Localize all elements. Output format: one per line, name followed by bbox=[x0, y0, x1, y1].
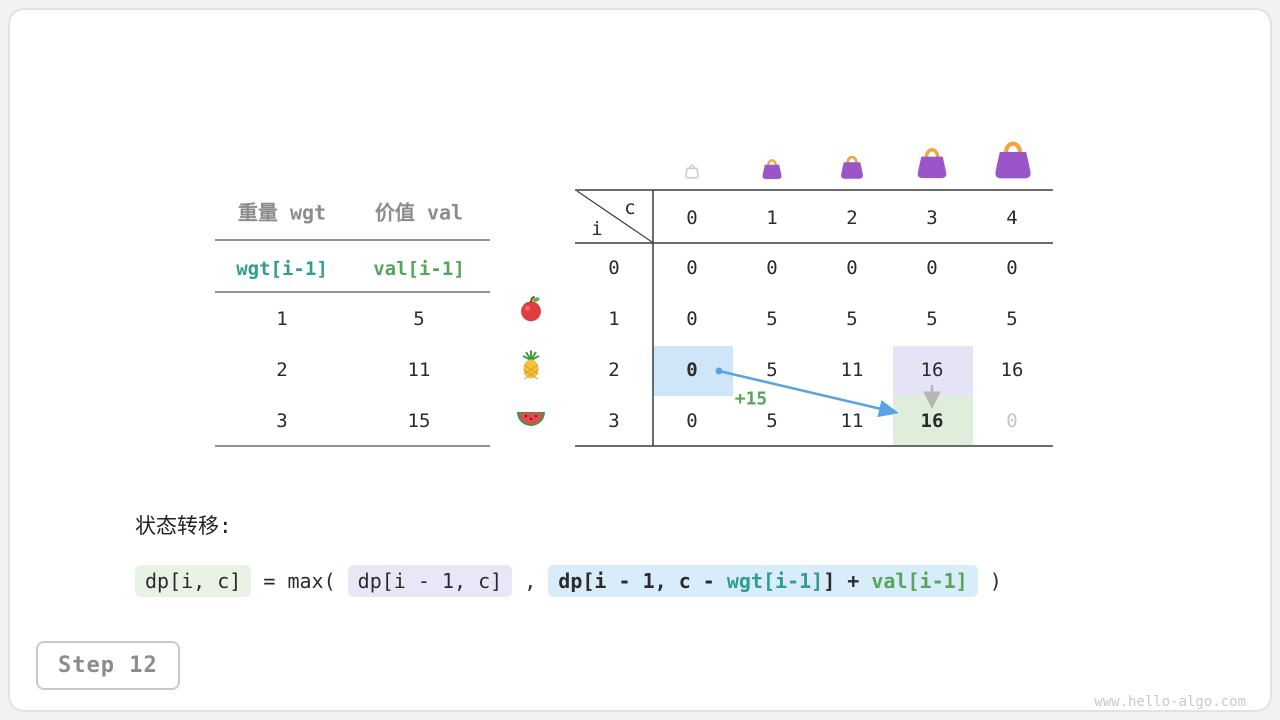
items-formula-val: val[i-1] bbox=[373, 258, 465, 280]
dp-cell: 0 bbox=[926, 257, 938, 279]
dp-col-header: 0 bbox=[686, 207, 698, 229]
item-val-2: 11 bbox=[407, 359, 431, 381]
dp-cell: 0 bbox=[686, 308, 698, 330]
dp-cell: 5 bbox=[926, 308, 938, 330]
dp-cell: 5 bbox=[766, 359, 778, 381]
dp-cell-current: 16 bbox=[920, 410, 944, 432]
dp-cell: 0 bbox=[766, 257, 778, 279]
formula-term-take-val: val[i-1] bbox=[871, 569, 968, 593]
item-val-3: 15 bbox=[407, 410, 431, 432]
dp-cell: 16 bbox=[1000, 359, 1024, 381]
formula-close-paren: ) bbox=[977, 569, 1002, 593]
handbag-icon-c2 bbox=[837, 151, 867, 185]
transition-value-annotation: +15 bbox=[734, 388, 768, 410]
items-header-val: 价值 val bbox=[374, 200, 464, 225]
dp-cell: 0 bbox=[1006, 257, 1018, 279]
formula-term-skip: dp[i - 1, c] bbox=[347, 565, 513, 597]
dp-corner-row-label: i bbox=[591, 218, 603, 240]
formula-term-take-wgt: wgt[i-1] bbox=[726, 569, 824, 593]
formula-equals-max: = max( bbox=[251, 569, 348, 593]
dp-cell-source: 0 bbox=[686, 359, 698, 381]
pineapple-icon bbox=[519, 349, 543, 385]
formula-comma: , bbox=[512, 569, 549, 593]
formula-lhs: dp[i, c] bbox=[135, 565, 252, 597]
items-formula-wgt: wgt[i-1] bbox=[236, 258, 328, 280]
item-wgt-1: 1 bbox=[276, 308, 288, 330]
step-counter: Step 12 bbox=[36, 641, 180, 690]
transition-heading: 状态转移: bbox=[135, 514, 232, 538]
handbag-icon-c3 bbox=[913, 142, 952, 185]
dp-cell: 0 bbox=[846, 257, 858, 279]
formula-term-take-prefix: dp[i - 1, c - bbox=[558, 569, 727, 593]
dp-row-header: 1 bbox=[608, 308, 620, 330]
watermark: www.hello-algo.com bbox=[1094, 694, 1246, 710]
dp-cell: 11 bbox=[840, 410, 864, 432]
dp-cell: 0 bbox=[686, 257, 698, 279]
handbag-icon-c1 bbox=[759, 155, 785, 185]
dp-corner-col-label: c bbox=[624, 197, 636, 219]
transition-formula: dp[i, c] = max( dp[i - 1, c] , dp[i - 1,… bbox=[135, 562, 1002, 600]
dp-col-header: 2 bbox=[846, 207, 858, 229]
dp-col-header: 3 bbox=[926, 207, 938, 229]
dp-cell-carry: 16 bbox=[920, 359, 944, 381]
dp-row-header: 0 bbox=[608, 257, 620, 279]
item-wgt-2: 2 bbox=[276, 359, 288, 381]
formula-term-take: dp[i - 1, c - wgt[i-1]] + val[i-1] bbox=[548, 565, 978, 597]
item-val-1: 5 bbox=[413, 308, 425, 330]
watermelon-icon bbox=[516, 408, 546, 434]
dp-cell-pending: 0 bbox=[1006, 410, 1018, 432]
formula-term-take-mid: ] + bbox=[823, 569, 872, 593]
item-wgt-3: 3 bbox=[276, 410, 288, 432]
dp-cell: 5 bbox=[766, 308, 778, 330]
handbag-icon-c4 bbox=[989, 134, 1037, 186]
dp-cell: 5 bbox=[1006, 308, 1018, 330]
dp-cell: 5 bbox=[766, 410, 778, 432]
dp-row-header: 3 bbox=[608, 410, 620, 432]
figure-card bbox=[8, 8, 1272, 712]
apple-icon bbox=[517, 295, 545, 327]
dp-row-header: 2 bbox=[608, 359, 620, 381]
dp-col-header: 1 bbox=[766, 207, 778, 229]
dp-cell: 5 bbox=[846, 308, 858, 330]
dp-cell: 11 bbox=[840, 359, 864, 381]
items-header-wgt: 重量 wgt bbox=[237, 200, 327, 225]
empty-bag-icon bbox=[684, 162, 701, 183]
dp-cell: 0 bbox=[686, 410, 698, 432]
dp-col-header: 4 bbox=[1006, 207, 1018, 229]
